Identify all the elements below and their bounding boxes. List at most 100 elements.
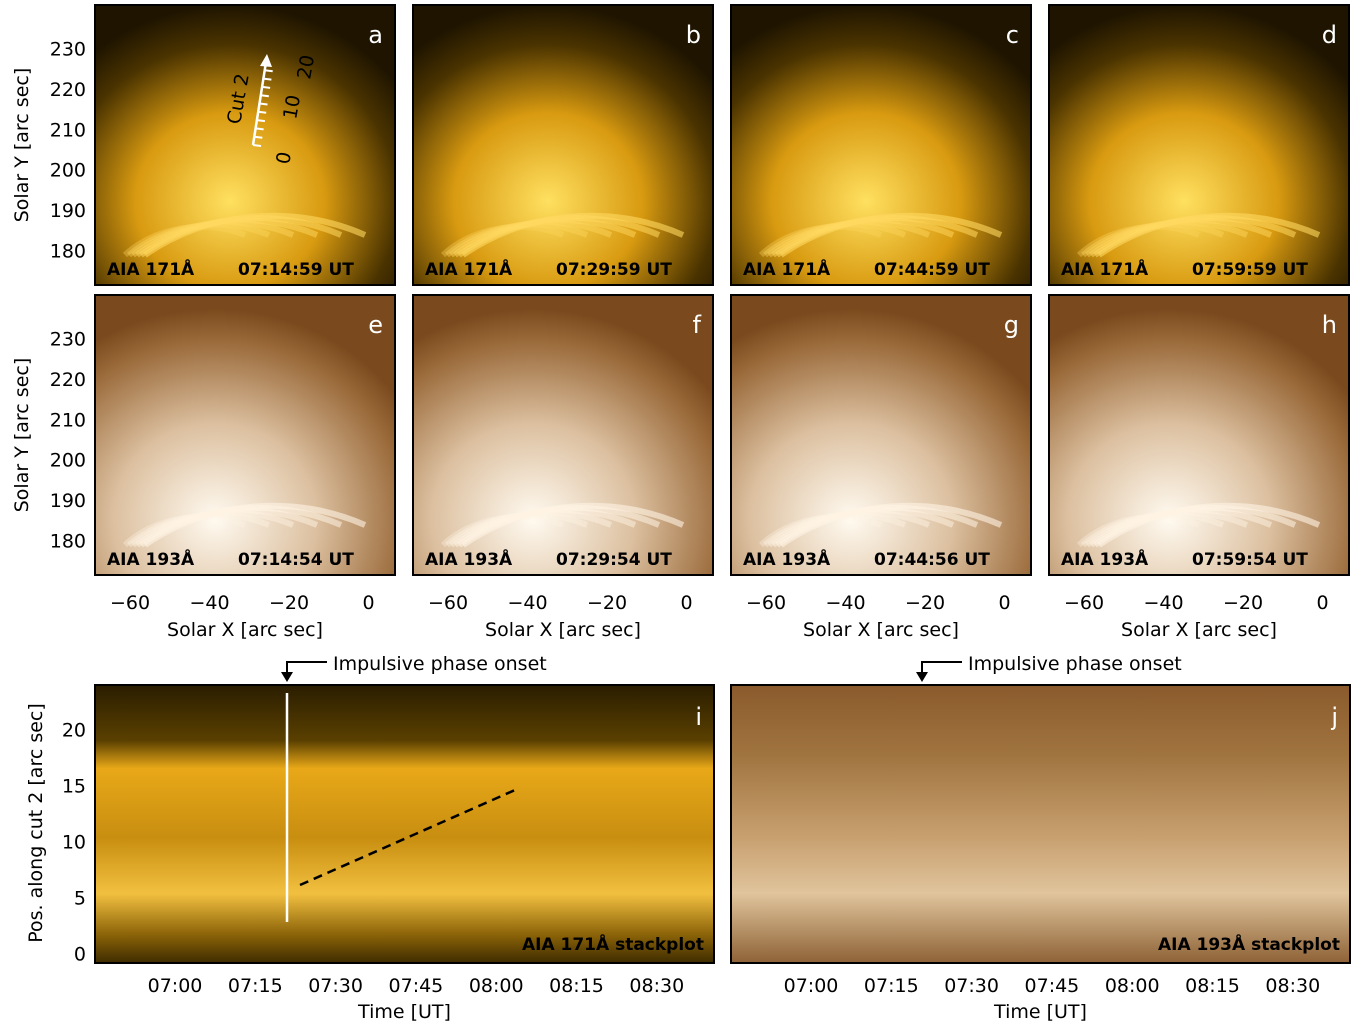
panel-letter: a (368, 21, 383, 49)
panel-time: 07:59:59 UT (1192, 260, 1308, 280)
panel-instrument: AIA 193Å (425, 547, 513, 570)
y-tick-label: 15 (62, 776, 86, 798)
cut-tick (257, 120, 265, 121)
cut-tick (258, 112, 266, 113)
x-axis-label: Time [UT] (357, 1001, 451, 1023)
onset-arrowhead (916, 672, 928, 682)
panel-letter: g (1004, 311, 1019, 339)
x-tick-label: 0 (362, 592, 374, 614)
cut-tick (263, 79, 271, 80)
cut-tick (261, 95, 269, 96)
y-axis-label: Pos. along cut 2 [arc sec] (25, 703, 47, 943)
x-tick-label: 0 (680, 592, 692, 614)
onset-annotation: Impulsive phase onset (333, 653, 547, 675)
cut-tick (262, 87, 270, 88)
x-axis-label: Solar X [arc sec] (485, 619, 641, 641)
onset-arrowhead (281, 672, 293, 682)
x-tick-label: 07:30 (944, 975, 999, 997)
stackplot (731, 685, 1350, 963)
panel-letter: b (686, 21, 701, 49)
x-tick-label: −20 (269, 592, 309, 614)
panel-instrument: AIA 171Å (743, 257, 831, 280)
x-tick-label: 07:15 (864, 975, 919, 997)
y-tick-label: 220 (50, 369, 86, 391)
x-tick-label: −60 (746, 592, 786, 614)
x-tick-label: 0 (998, 592, 1010, 614)
x-tick-label: 08:15 (549, 975, 604, 997)
cut-tick (254, 137, 262, 138)
x-tick-label: 07:45 (1025, 975, 1080, 997)
y-tick-label: 190 (50, 490, 86, 512)
y-tick-label: 10 (62, 832, 86, 854)
x-tick-label: 07:30 (308, 975, 363, 997)
cut-tick-label: 10 (279, 93, 305, 121)
cut-tick (256, 128, 264, 129)
stackplot (95, 685, 714, 963)
panel-time: 07:44:59 UT (874, 260, 990, 280)
x-tick-label: −40 (189, 592, 229, 614)
x-tick-label: −20 (1223, 592, 1263, 614)
y-tick-label: 0 (74, 944, 86, 966)
panel-instrument: AIA 171Å (425, 257, 513, 280)
onset-arrow (922, 662, 962, 674)
x-tick-label: −60 (428, 592, 468, 614)
y-tick-label: 210 (50, 119, 86, 141)
y-tick-label: 220 (50, 79, 86, 101)
y-tick-label: 230 (50, 329, 86, 351)
panel-time: 07:29:54 UT (556, 550, 672, 570)
x-axis-label: Solar X [arc sec] (167, 619, 323, 641)
cut-tick (265, 70, 273, 71)
x-tick-label: 08:30 (629, 975, 684, 997)
panel-letter: f (693, 311, 702, 339)
x-tick-label: 07:00 (148, 975, 203, 997)
x-tick-label: 07:00 (784, 975, 839, 997)
x-tick-label: 07:15 (228, 975, 283, 997)
x-tick-label: 08:30 (1265, 975, 1320, 997)
y-tick-label: 210 (50, 409, 86, 431)
y-tick-label: 5 (74, 888, 86, 910)
panel-letter: c (1006, 21, 1019, 49)
x-tick-label: −60 (110, 592, 150, 614)
y-tick-label: 200 (50, 160, 86, 182)
y-tick-label: 200 (50, 450, 86, 472)
y-axis-label: Solar Y [arc sec] (11, 68, 33, 223)
x-axis-label: Time [UT] (993, 1001, 1087, 1023)
figure: a AIA 171Å 07:14:59 UT b AIA 171Å 07:29:59 UT… (0, 0, 1356, 1025)
panel-instrument: AIA 193Å (107, 547, 195, 570)
panel-time: 07:14:54 UT (238, 550, 354, 570)
y-tick-label: 190 (50, 200, 86, 222)
panel-letter: d (1322, 21, 1337, 49)
x-tick-label: −20 (587, 592, 627, 614)
cut-tick (260, 104, 268, 105)
panel-instrument: AIA 171Å (1061, 257, 1149, 280)
panel-time: 07:44:56 UT (874, 550, 990, 570)
onset-annotation: Impulsive phase onset (968, 653, 1182, 675)
y-axis-label: Solar Y [arc sec] (11, 358, 33, 513)
x-tick-label: −40 (1143, 592, 1183, 614)
x-axis-label: Solar X [arc sec] (803, 619, 959, 641)
cut-tick-label: 20 (293, 53, 319, 81)
x-tick-label: −60 (1064, 592, 1104, 614)
y-tick-label: 20 (62, 720, 86, 742)
panel-letter: e (368, 311, 383, 339)
y-tick-label: 180 (50, 531, 86, 553)
panel-time: 07:29:59 UT (556, 260, 672, 280)
panel-instrument: AIA 171Å (107, 257, 195, 280)
x-tick-label: −40 (825, 592, 865, 614)
x-tick-label: 07:45 (389, 975, 444, 997)
x-tick-label: 08:00 (469, 975, 524, 997)
x-tick-label: 08:00 (1105, 975, 1160, 997)
panel-letter: i (695, 703, 702, 731)
x-axis-label: Solar X [arc sec] (1121, 619, 1277, 641)
x-tick-label: 08:15 (1185, 975, 1240, 997)
stackplot-caption: AIA 193Å stackplot (1158, 932, 1340, 955)
panel-instrument: AIA 193Å (743, 547, 831, 570)
y-tick-label: 180 (50, 241, 86, 263)
x-tick-label: 0 (1316, 592, 1328, 614)
panel-letter: j (1330, 703, 1338, 731)
onset-arrow (287, 662, 327, 674)
panel-time: 07:14:59 UT (238, 260, 354, 280)
panel-letter: h (1322, 311, 1337, 339)
x-tick-label: −40 (507, 592, 547, 614)
cut-tick (253, 145, 261, 146)
